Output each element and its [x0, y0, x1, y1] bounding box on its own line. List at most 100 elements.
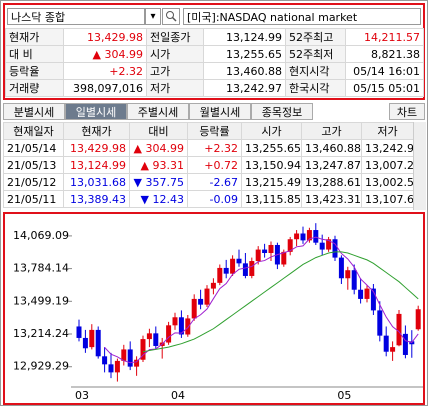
daily-cell: 13,288.61	[301, 173, 362, 191]
candle-body	[223, 267, 229, 274]
daily-cell: 13,031.68	[63, 173, 130, 191]
moving-average-line	[104, 236, 419, 364]
candle-body	[204, 288, 210, 305]
candle-body	[102, 356, 108, 365]
scrollbar[interactable]	[413, 122, 426, 210]
candle-body	[415, 309, 421, 330]
candle-body	[114, 360, 120, 373]
candle-body	[313, 230, 319, 243]
candle-body	[377, 310, 383, 336]
field-value: 8,821.38	[345, 45, 424, 63]
column-header: 시가	[241, 122, 302, 140]
candle-body	[172, 317, 178, 326]
candle-body	[281, 251, 287, 265]
candle-body	[249, 261, 255, 276]
candle-body	[210, 282, 216, 289]
candle-body	[89, 329, 95, 348]
daily-cell: ▼ 357.75	[129, 173, 188, 191]
candle-body	[76, 326, 82, 338]
candle-body	[364, 288, 370, 299]
field-label: 대 비	[5, 45, 64, 63]
daily-cell: 13,242.97	[361, 139, 414, 157]
daily-cell: 21/05/13	[3, 156, 64, 174]
tab[interactable]: 종목정보	[251, 103, 313, 120]
field-label: 등락율	[5, 62, 64, 80]
candle-body	[127, 349, 133, 367]
y-tick-label: 13,499.19	[13, 294, 69, 307]
x-tick-label: 05	[337, 389, 351, 402]
search-button[interactable]	[162, 8, 180, 25]
field-label: 전일종가	[146, 28, 204, 46]
candle-body	[287, 239, 293, 252]
daily-cell: ▲ 304.99	[129, 139, 188, 157]
search-input[interactable]: 나스닥 종합	[7, 8, 145, 25]
field-label: 현재가	[5, 28, 64, 46]
candle-body	[383, 335, 389, 352]
y-tick-label: 13,784.14	[13, 262, 69, 275]
candle-body	[191, 298, 197, 319]
summary-row: 거래량 398,097,016 저가 13,242.97 한국시각 05/15 05:01	[5, 79, 424, 97]
field-label: 저가	[146, 79, 204, 97]
field-label: 52주최저	[285, 45, 346, 63]
column-header: 현재일자	[3, 122, 64, 140]
candle-body	[390, 347, 396, 352]
candle-body	[178, 317, 184, 335]
daily-cell: 13,389.43	[63, 190, 130, 208]
field-value: ▲ 304.99	[63, 45, 147, 63]
candle-body	[134, 359, 140, 367]
daily-cell: 13,215.49	[241, 173, 302, 191]
field-value: 398,097,016	[63, 79, 147, 97]
daily-cell: 13,115.85	[241, 190, 302, 208]
candle-body	[370, 288, 376, 311]
candle-body	[121, 349, 127, 361]
dropdown-button[interactable]: ▾	[145, 8, 161, 25]
field-value: 05/14 16:01	[345, 62, 424, 80]
tab[interactable]: 일별시세	[65, 103, 127, 120]
tab[interactable]: 분별시세	[3, 103, 65, 120]
candle-body	[358, 289, 364, 299]
tab[interactable]: 월별시세	[189, 103, 251, 120]
tab[interactable]: 주별시세	[127, 103, 189, 120]
field-label: 52주최고	[285, 28, 346, 46]
field-label: 거래량	[5, 79, 64, 97]
daily-cell: +0.72	[187, 156, 242, 174]
field-value: 13,124.99	[203, 28, 286, 46]
daily-cell: +2.32	[187, 139, 242, 157]
daily-cell: 13,429.98	[63, 139, 130, 157]
candle-chart: 14,069.09 13,784.14 13,499.19 13,214.24 12,9…	[13, 223, 423, 402]
market-field: [미국]:NASDAQ national market	[183, 8, 421, 25]
field-value: +2.32	[63, 62, 147, 80]
candle-body	[268, 244, 274, 254]
field-label: 한국시각	[285, 79, 346, 97]
daily-row: 21/05/13 13,124.99 ▲ 93.31 +0.72 13,150.94 13…	[3, 156, 414, 174]
candle-body	[185, 318, 191, 335]
daily-cell: 21/05/12	[3, 173, 64, 191]
candle-body	[108, 364, 114, 373]
search-icon	[166, 11, 177, 22]
daily-cell: 13,255.65	[241, 139, 302, 157]
chart-button[interactable]: 차트	[389, 103, 425, 120]
candle-body	[402, 333, 408, 355]
chart-box: 14,069.09 13,784.14 13,499.19 13,214.24 12,9…	[3, 212, 425, 405]
summary-table: 현재가 13,429.98 전일종가 13,124.99 52주최고 14,211.57 대…	[5, 28, 424, 97]
field-value: 05/15 05:01	[345, 79, 424, 97]
summary-row: 등락율 +2.32 고가 13,460.88 현지시각 05/14 16:01	[5, 62, 424, 80]
candle-body	[217, 267, 223, 283]
candle-body	[146, 333, 152, 340]
daily-cell: 13,247.87	[301, 156, 362, 174]
field-value: 13,429.98	[63, 28, 147, 46]
candle-body	[345, 270, 351, 279]
daily-row: 21/05/12 13,031.68 ▼ 357.75 -2.67 13,215.49 1…	[3, 173, 414, 191]
candle-body	[166, 325, 172, 343]
candle-body	[153, 333, 159, 346]
daily-cell: 13,150.94	[241, 156, 302, 174]
y-tick-label: 13,214.24	[13, 327, 69, 340]
field-value: 14,211.57	[345, 28, 424, 46]
daily-cell: -0.09	[187, 190, 242, 208]
daily-cell: ▲ 93.31	[129, 156, 188, 174]
candle-body	[351, 270, 357, 290]
summary-row: 현재가 13,429.98 전일종가 13,124.99 52주최고 14,211.57	[5, 28, 424, 46]
field-value: 13,242.97	[203, 79, 286, 97]
candle-body	[95, 329, 101, 357]
